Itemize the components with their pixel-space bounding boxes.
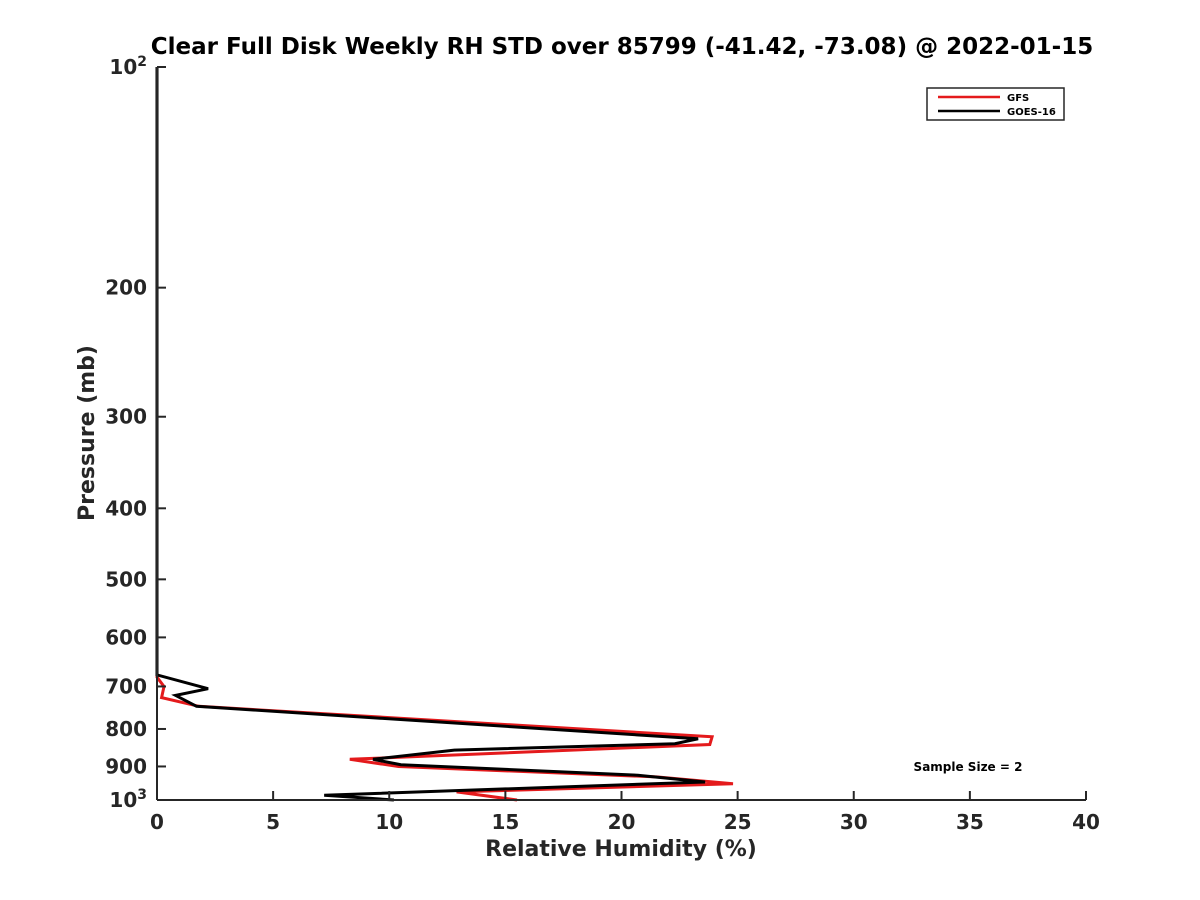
y-tick-label: 200 [105, 276, 147, 300]
x-tick-label: 35 [956, 810, 984, 834]
legend: GFS GOES-16 [926, 87, 1065, 121]
x-tick-label: 30 [840, 810, 868, 834]
y-tick-label: 800 [105, 717, 147, 741]
legend-label-gfs: GFS [1007, 93, 1029, 104]
x-tick-label: 5 [266, 810, 280, 834]
x-tick-label: 10 [375, 810, 403, 834]
y-tick-label: 500 [105, 567, 147, 591]
x-axis: 0 5 10 15 20 25 30 35 40 [150, 791, 1100, 834]
chart-title: Clear Full Disk Weekly RH STD over 85799… [151, 34, 1093, 60]
x-tick-label: 20 [608, 810, 636, 834]
x-axis-label: Relative Humidity (%) [485, 837, 757, 862]
x-tick-label: 0 [150, 810, 164, 834]
x-tick-label: 40 [1072, 810, 1100, 834]
y-tick-label: 700 [105, 674, 147, 698]
legend-label-goes-16: GOES-16 [1007, 107, 1056, 118]
x-tick-label: 25 [724, 810, 752, 834]
legend-box [926, 87, 1065, 121]
plot-area [155, 67, 734, 802]
y-tick-label: 600 [105, 625, 147, 649]
series-line-gfs [155, 67, 734, 802]
sample-size-annotation: Sample Size = 2 [914, 760, 1023, 774]
y-axis-label: Pressure (mb) [75, 345, 100, 521]
y-tick-label: 103 [109, 787, 147, 812]
series-line-goes-16 [155, 67, 706, 802]
y-axis: 102 200 300 400 500 600 700 800 900 103 [105, 54, 166, 812]
x-tick-label: 15 [491, 810, 519, 834]
y-tick-label: 900 [105, 754, 147, 778]
y-tick-label: 400 [105, 496, 147, 520]
y-tick-label: 102 [109, 54, 147, 79]
y-tick-label: 300 [105, 405, 147, 429]
